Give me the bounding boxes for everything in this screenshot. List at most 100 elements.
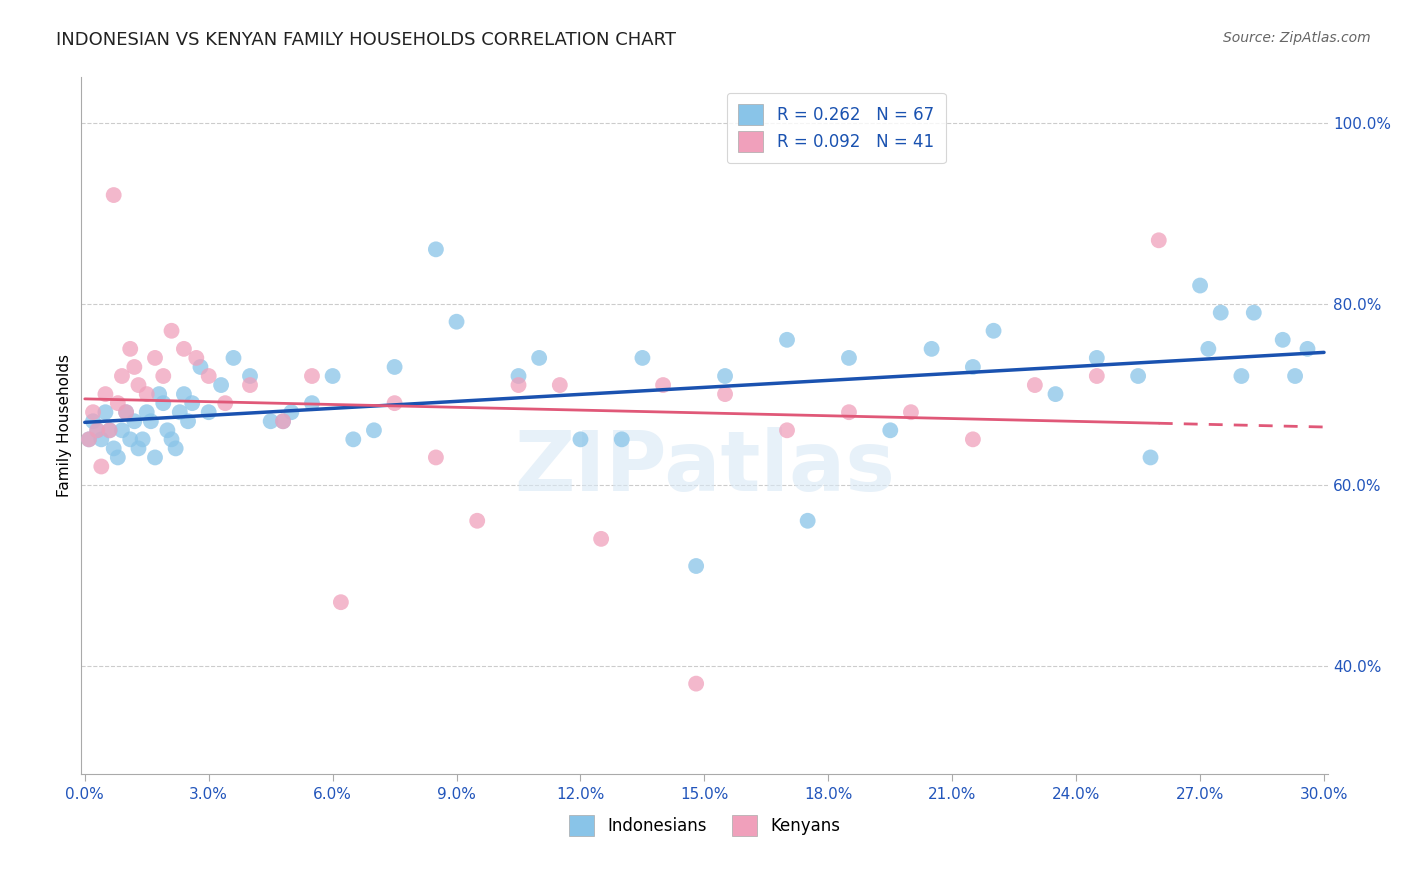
Point — [103, 188, 125, 202]
Point — [156, 423, 179, 437]
Point — [107, 450, 129, 465]
Point — [1230, 369, 1253, 384]
Point — [1284, 369, 1306, 384]
Point — [103, 442, 125, 456]
Point — [98, 423, 121, 437]
Point — [165, 442, 187, 456]
Point — [631, 351, 654, 365]
Point — [94, 405, 117, 419]
Point — [776, 333, 799, 347]
Point — [143, 450, 166, 465]
Point — [190, 359, 212, 374]
Point — [86, 423, 108, 437]
Point — [714, 387, 737, 401]
Point — [685, 676, 707, 690]
Point — [527, 351, 550, 365]
Point — [1126, 369, 1149, 384]
Point — [169, 405, 191, 419]
Point — [384, 396, 406, 410]
Point — [838, 405, 860, 419]
Point — [548, 378, 571, 392]
Point — [111, 423, 134, 437]
Point — [98, 423, 121, 437]
Point — [222, 351, 245, 365]
Point — [271, 414, 294, 428]
Point — [1085, 351, 1108, 365]
Point — [1024, 378, 1046, 392]
Point — [280, 405, 302, 419]
Point — [177, 414, 200, 428]
Point — [776, 423, 799, 437]
Point — [239, 378, 262, 392]
Point — [197, 369, 219, 384]
Point — [1139, 450, 1161, 465]
Point — [363, 423, 385, 437]
Point — [139, 414, 162, 428]
Point — [111, 369, 134, 384]
Point — [197, 405, 219, 419]
Point — [329, 595, 352, 609]
Point — [181, 396, 204, 410]
Point — [127, 442, 149, 456]
Point — [796, 514, 818, 528]
Point — [148, 387, 170, 401]
Point — [115, 405, 138, 419]
Point — [260, 414, 283, 428]
Point — [508, 369, 530, 384]
Point — [82, 405, 104, 419]
Point — [446, 315, 468, 329]
Text: Source: ZipAtlas.com: Source: ZipAtlas.com — [1223, 31, 1371, 45]
Point — [127, 378, 149, 392]
Point — [921, 342, 943, 356]
Point — [86, 423, 108, 437]
Point — [962, 433, 984, 447]
Point — [1147, 233, 1170, 247]
Point — [652, 378, 675, 392]
Point — [131, 433, 153, 447]
Point — [714, 369, 737, 384]
Point — [77, 433, 100, 447]
Point — [301, 396, 323, 410]
Point — [342, 433, 364, 447]
Point — [135, 387, 157, 401]
Point — [160, 324, 183, 338]
Point — [152, 369, 174, 384]
Point — [82, 414, 104, 428]
Point — [107, 396, 129, 410]
Point — [143, 351, 166, 365]
Point — [160, 433, 183, 447]
Point — [152, 396, 174, 410]
Point — [962, 359, 984, 374]
Point — [1189, 278, 1212, 293]
Point — [186, 351, 208, 365]
Point — [838, 351, 860, 365]
Point — [1243, 306, 1265, 320]
Point — [983, 324, 1005, 338]
Point — [173, 342, 195, 356]
Point — [77, 433, 100, 447]
Point — [384, 359, 406, 374]
Point — [569, 433, 592, 447]
Point — [124, 359, 146, 374]
Point — [239, 369, 262, 384]
Point — [508, 378, 530, 392]
Point — [124, 414, 146, 428]
Point — [90, 459, 112, 474]
Point — [214, 396, 236, 410]
Point — [301, 369, 323, 384]
Point — [135, 405, 157, 419]
Point — [322, 369, 344, 384]
Point — [879, 423, 901, 437]
Point — [1271, 333, 1294, 347]
Point — [685, 559, 707, 574]
Point — [610, 433, 633, 447]
Text: ZIPatlas: ZIPatlas — [515, 427, 894, 508]
Point — [1197, 342, 1219, 356]
Point — [120, 342, 142, 356]
Point — [900, 405, 922, 419]
Point — [90, 433, 112, 447]
Point — [173, 387, 195, 401]
Point — [465, 514, 488, 528]
Point — [1296, 342, 1319, 356]
Point — [425, 243, 447, 257]
